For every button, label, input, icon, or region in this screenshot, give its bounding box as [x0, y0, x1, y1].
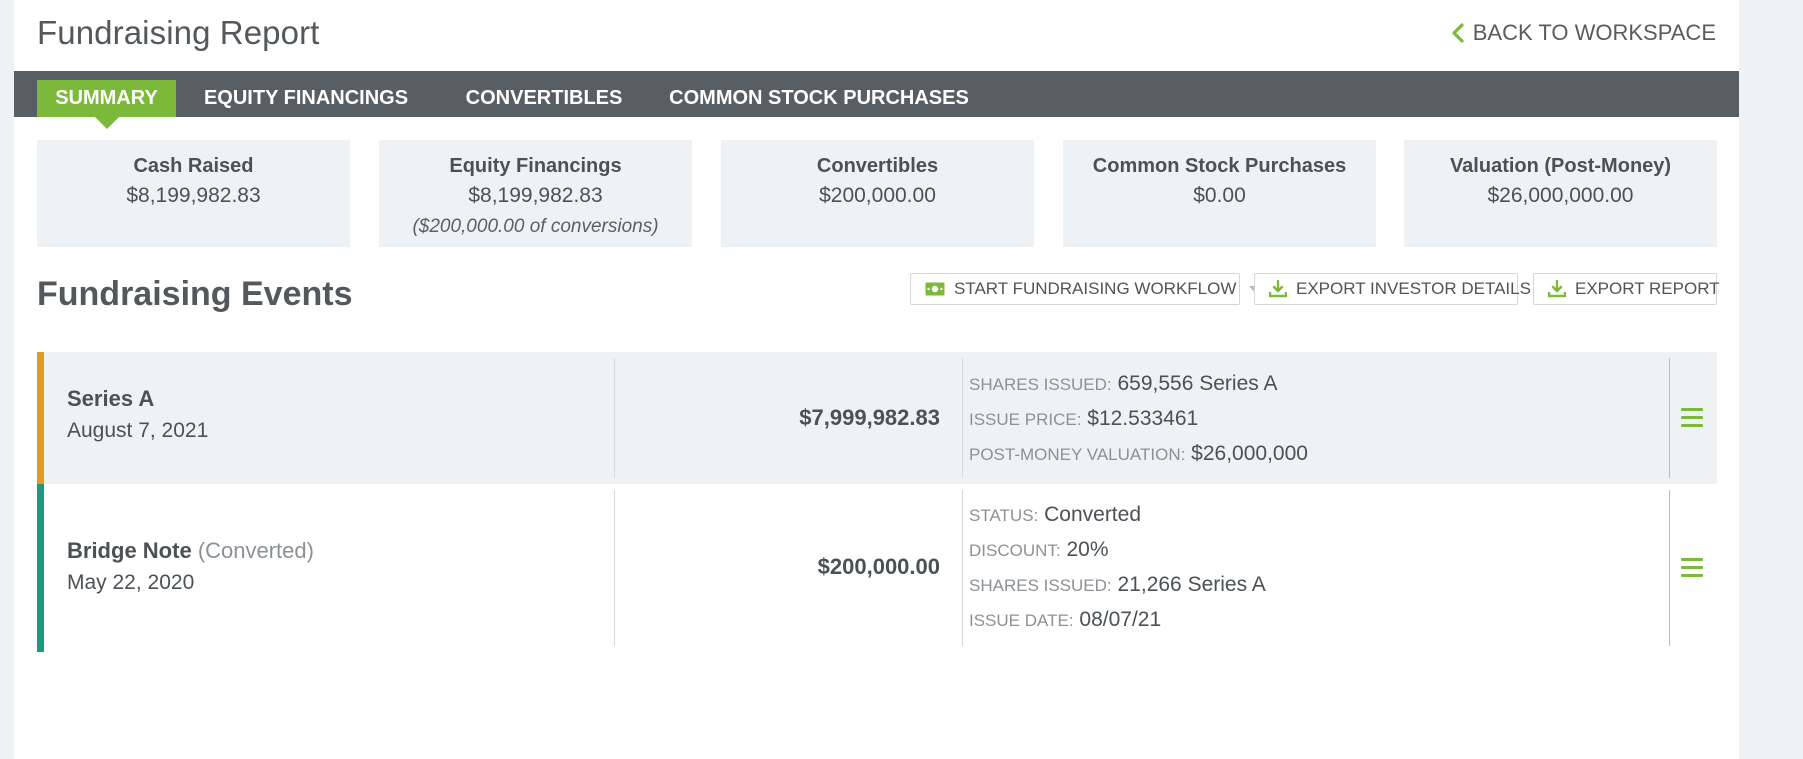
stat-label: Equity Financings — [449, 155, 622, 177]
column-divider — [962, 490, 963, 646]
fundraising-report-page: Fundraising Report BACK TO WORKSPACE SUM… — [14, 0, 1739, 759]
back-to-workspace-link[interactable]: BACK TO WORKSPACE — [1451, 20, 1716, 46]
event-name-cell: Bridge Note (Converted) May 22, 2020 — [67, 538, 607, 646]
stat-common-stock-purchases: Common Stock Purchases $0.00 — [1063, 140, 1376, 247]
detail-issue-date: ISSUE DATE: 08/07/21 — [969, 603, 1266, 638]
event-details: STATUS: Converted DISCOUNT: 20% SHARES I… — [969, 498, 1266, 638]
download-icon — [1548, 280, 1566, 298]
detail-key: SHARES ISSUED: — [969, 576, 1112, 595]
stat-valuation-post-money: Valuation (Post-Money) $26,000,000.00 — [1404, 140, 1717, 247]
event-title: Bridge Note (Converted) — [67, 538, 607, 564]
stat-value: $0.00 — [1193, 184, 1246, 207]
hamburger-menu-icon — [1681, 408, 1703, 427]
detail-value: 08/07/21 — [1079, 608, 1162, 631]
stat-value: $26,000,000.00 — [1487, 184, 1634, 207]
event-row-bridge-note[interactable]: Bridge Note (Converted) May 22, 2020 $20… — [37, 484, 1717, 652]
start-fundraising-workflow-button[interactable]: START FUNDRAISING WORKFLOW — [910, 273, 1262, 305]
column-divider — [1669, 490, 1670, 646]
detail-value: $26,000,000 — [1191, 442, 1308, 465]
report-tabs: SUMMARY EQUITY FINANCINGS CONVERTIBLES C… — [14, 71, 1739, 129]
fundraising-events-title: Fundraising Events — [37, 275, 353, 313]
detail-value: Converted — [1044, 503, 1141, 526]
tab-common-stock-purchases[interactable]: COMMON STOCK PURCHASES — [669, 87, 969, 109]
detail-value: 21,266 Series A — [1117, 573, 1266, 596]
tab-convertibles[interactable]: CONVERTIBLES — [465, 87, 623, 109]
event-name: Bridge Note — [67, 538, 192, 563]
detail-discount: DISCOUNT: 20% — [969, 533, 1266, 568]
chevron-left-icon — [1452, 23, 1464, 43]
row-menu-button[interactable] — [1681, 558, 1703, 578]
detail-status: STATUS: Converted — [969, 498, 1266, 533]
fundraising-events-list: Series A August 7, 2021 $7,999,982.83 SH… — [37, 352, 1717, 652]
stat-value: $8,199,982.83 — [126, 184, 261, 207]
event-details: SHARES ISSUED: 659,556 Series A ISSUE PR… — [969, 367, 1308, 472]
export-report-label: EXPORT REPORT — [1575, 279, 1720, 298]
export-investor-details-label: EXPORT INVESTOR DETAILS — [1296, 279, 1531, 298]
detail-value: 659,556 Series A — [1117, 372, 1278, 395]
detail-post-money-valuation: POST-MONEY VALUATION: $26,000,000 — [969, 437, 1308, 472]
event-title: Series A — [67, 386, 607, 412]
back-to-workspace-label: BACK TO WORKSPACE — [1472, 20, 1716, 45]
event-date: August 7, 2021 — [67, 419, 209, 442]
event-row-series-a[interactable]: Series A August 7, 2021 $7,999,982.83 SH… — [37, 352, 1717, 484]
detail-key: ISSUE DATE: — [969, 611, 1074, 630]
stat-value: $200,000.00 — [819, 184, 936, 207]
event-name-cell: Series A August 7, 2021 — [67, 386, 607, 478]
detail-key: DISCOUNT: — [969, 541, 1061, 560]
page-header: Fundraising Report BACK TO WORKSPACE — [14, 0, 1739, 71]
event-amount: $200,000.00 — [817, 554, 940, 579]
stat-label: Convertibles — [816, 155, 939, 177]
stat-cash-raised: Cash Raised $8,199,982.83 — [37, 140, 350, 247]
stat-equity-financings: Equity Financings $8,199,982.83 ($200,00… — [379, 140, 692, 247]
column-divider — [614, 358, 615, 478]
download-icon — [1269, 280, 1287, 298]
detail-key: ISSUE PRICE: — [969, 410, 1082, 429]
detail-value: $12.533461 — [1087, 407, 1199, 430]
detail-shares-issued: SHARES ISSUED: 659,556 Series A — [969, 367, 1308, 402]
summary-stats: Cash Raised $8,199,982.83 Equity Financi… — [37, 140, 1717, 247]
event-name: Series A — [67, 386, 155, 411]
stat-value: $8,199,982.83 — [468, 184, 603, 207]
column-divider — [962, 358, 963, 478]
tab-equity-financings[interactable]: EQUITY FINANCINGS — [203, 87, 409, 109]
event-amount: $7,999,982.83 — [799, 405, 940, 430]
tab-summary[interactable]: SUMMARY — [37, 80, 176, 129]
stat-convertibles: Convertibles $200,000.00 — [721, 140, 1034, 247]
stat-label: Common Stock Purchases — [1092, 155, 1347, 177]
stat-label: Cash Raised — [133, 155, 254, 177]
detail-value: 20% — [1066, 538, 1109, 561]
detail-key: POST-MONEY VALUATION: — [969, 445, 1186, 464]
column-divider — [1669, 358, 1670, 478]
export-report-button[interactable]: EXPORT REPORT — [1533, 273, 1720, 305]
detail-shares-issued: SHARES ISSUED: 21,266 Series A — [969, 568, 1266, 603]
detail-key: STATUS: — [969, 506, 1039, 525]
stat-label: Valuation (Post-Money) — [1449, 155, 1672, 177]
event-date: May 22, 2020 — [67, 571, 195, 594]
detail-issue-price: ISSUE PRICE: $12.533461 — [969, 402, 1308, 437]
detail-key: SHARES ISSUED: — [969, 375, 1112, 394]
row-menu-button[interactable] — [1681, 408, 1703, 428]
column-divider — [614, 490, 615, 646]
event-status-suffix: (Converted) — [197, 538, 314, 563]
stat-note: ($200,000.00 of conversions) — [412, 216, 659, 237]
hamburger-menu-icon — [1681, 558, 1703, 577]
cash-icon — [925, 282, 945, 296]
export-investor-details-button[interactable]: EXPORT INVESTOR DETAILS — [1254, 273, 1531, 305]
page-title: Fundraising Report — [37, 14, 320, 51]
start-fundraising-workflow-label: START FUNDRAISING WORKFLOW — [954, 279, 1237, 298]
